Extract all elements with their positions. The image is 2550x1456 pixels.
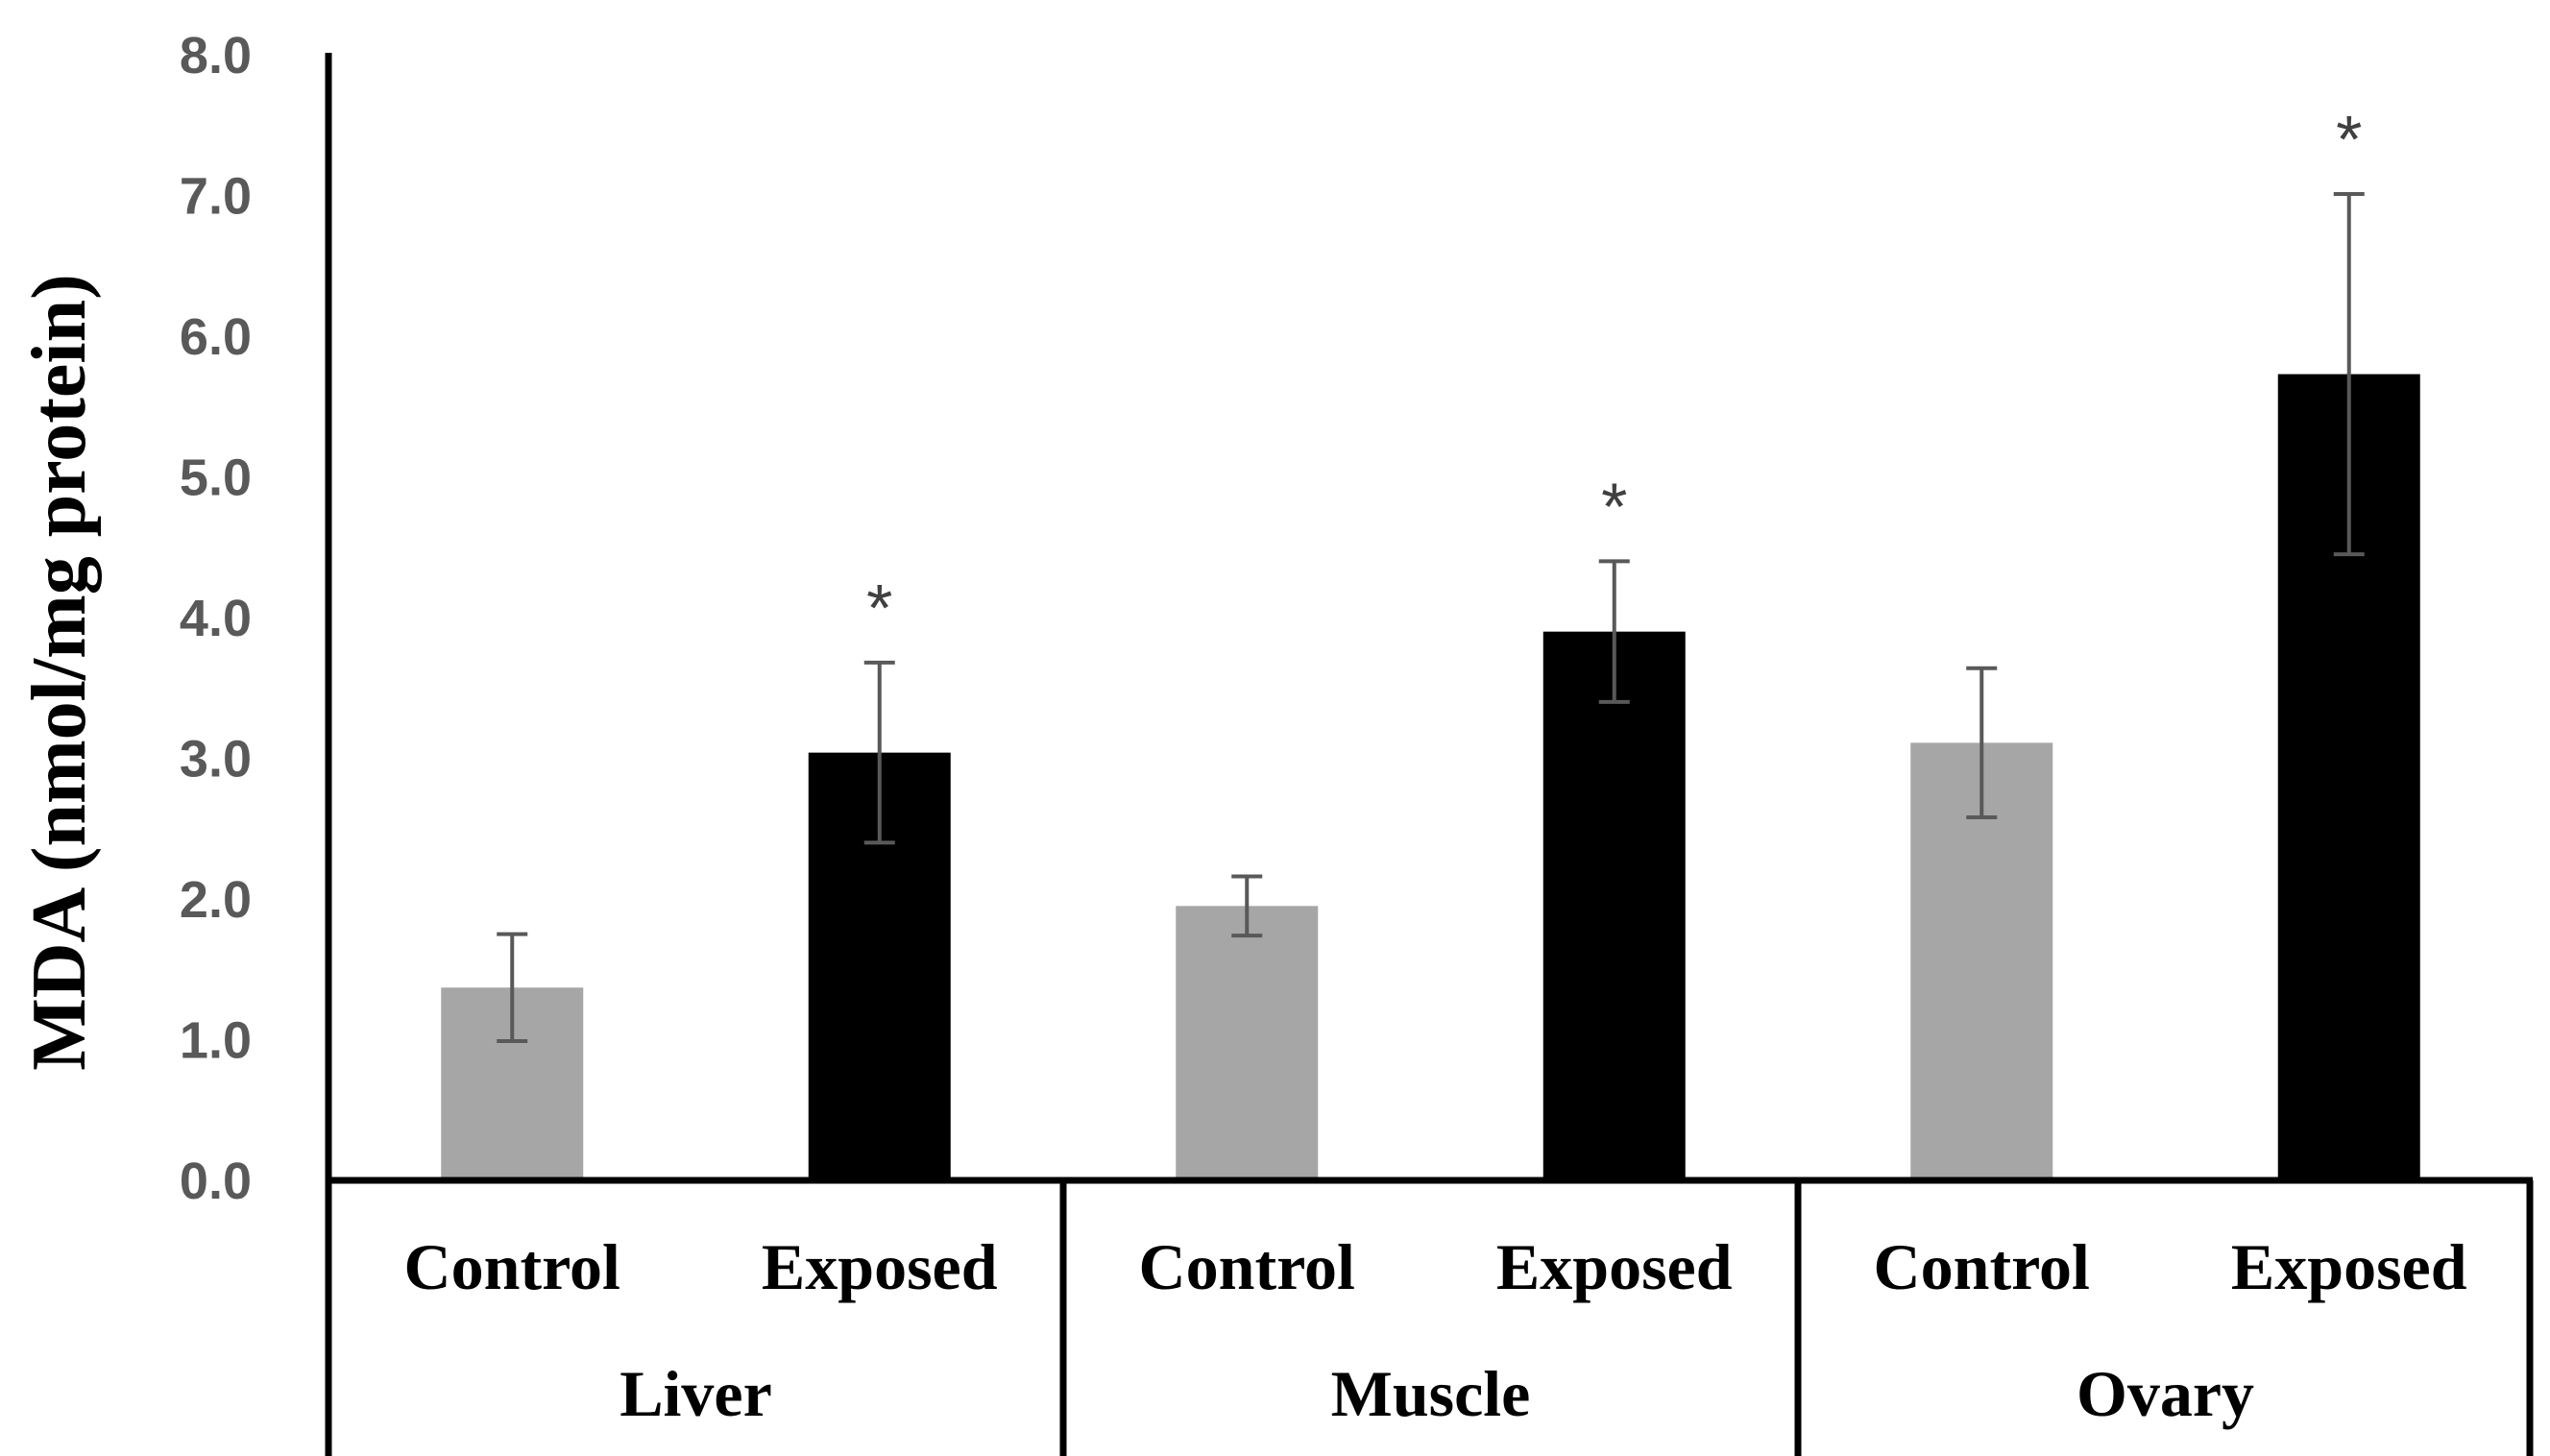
category-label: Exposed (1496, 1230, 1733, 1303)
y-tick-label: 2.0 (180, 871, 252, 929)
significance-mark: * (2336, 102, 2362, 177)
category-label: Exposed (762, 1230, 998, 1303)
group-label: Ovary (2076, 1357, 2254, 1430)
category-label: Control (1874, 1230, 2090, 1303)
axes (325, 53, 2534, 1456)
category-labels: Control Exposed Liver Control Exposed Muscle C… (404, 1230, 2467, 1430)
significance-mark: * (866, 570, 892, 645)
y-axis-ticks: 0.0 1.0 2.0 3.0 4.0 5.0 6.0 7.0 8.0 (180, 27, 252, 1210)
category-label: Exposed (2231, 1230, 2467, 1303)
significance-mark: * (1601, 469, 1627, 544)
y-tick-label: 0.0 (180, 1153, 252, 1210)
y-tick-label: 1.0 (180, 1012, 252, 1070)
y-tick-label: 4.0 (180, 590, 252, 647)
y-tick-label: 8.0 (180, 27, 252, 85)
y-tick-label: 3.0 (180, 731, 252, 789)
y-tick-label: 5.0 (180, 449, 252, 507)
group-label: Muscle (1331, 1357, 1531, 1430)
bar-muscle-control (1176, 906, 1319, 1180)
category-label: Control (1139, 1230, 1355, 1303)
y-tick-label: 7.0 (180, 168, 252, 226)
bar-series: * * * (441, 102, 2420, 1180)
y-axis-label: MDA (nmol/mg protein) (17, 274, 102, 1071)
y-tick-label: 6.0 (180, 308, 252, 366)
group-label: Liver (619, 1357, 772, 1430)
category-label: Control (404, 1230, 620, 1303)
bar-muscle-exposed (1542, 631, 1686, 1180)
